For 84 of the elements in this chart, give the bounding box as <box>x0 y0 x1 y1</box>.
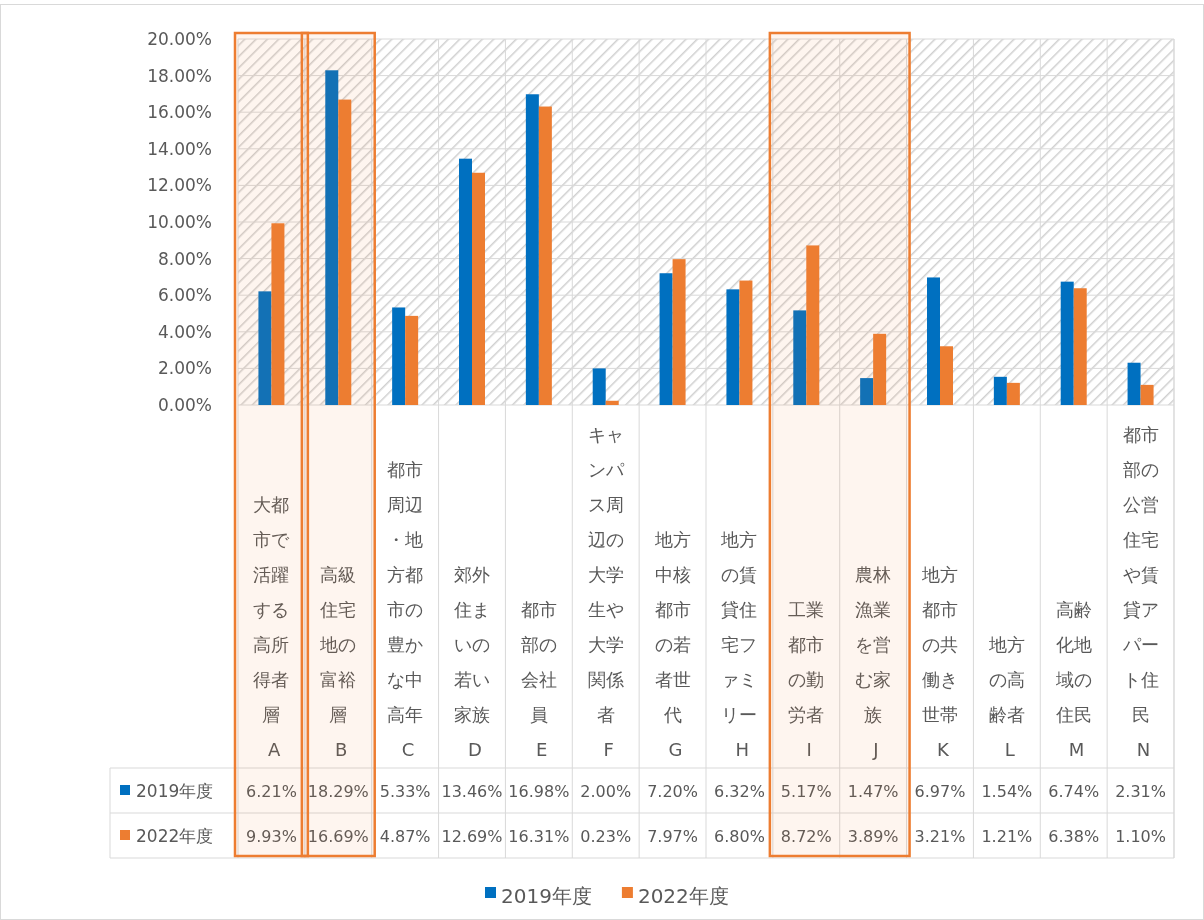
data-label: 13.46% <box>441 782 503 801</box>
data-label: 3.21% <box>914 827 966 846</box>
category-label: キャンパス周辺の大学生や大学関係者 F <box>587 424 624 760</box>
bar <box>672 259 686 405</box>
bar <box>1140 384 1154 405</box>
data-label: 0.23% <box>580 827 632 846</box>
x-tick-label: 高級住宅地の富裕層 B <box>319 564 357 760</box>
data-label: 16.69% <box>307 827 369 846</box>
data-label: 6.97% <box>914 782 966 801</box>
data-label: 9.93% <box>246 827 297 846</box>
data-label: 1.10% <box>1115 827 1166 846</box>
category-label: 都市周辺・地方都市の豊かな中高年 C <box>387 459 424 760</box>
y-tick-label: 4.00% <box>157 321 212 342</box>
y-tick-label: 8.00% <box>157 248 212 269</box>
data-label: 7.20% <box>647 782 698 801</box>
data-label: 1.47% <box>847 782 899 801</box>
data-label: 1.54% <box>981 782 1033 801</box>
bar <box>1060 281 1074 405</box>
x-tick-label: 大都市で活躍する高所得者層 A <box>253 494 291 760</box>
legend-label: 2022年度 <box>136 826 214 846</box>
bar <box>392 307 406 405</box>
x-tick-label: 地方の賃貸住宅ファミリー H <box>720 529 758 760</box>
bar <box>338 99 352 405</box>
bar <box>927 277 940 405</box>
bar <box>726 289 740 405</box>
bar <box>1127 362 1141 405</box>
bar <box>271 223 285 405</box>
bar <box>940 346 953 405</box>
data-label: 7.97% <box>647 827 698 846</box>
bar <box>1006 382 1020 405</box>
data-label: 3.89% <box>847 827 899 846</box>
bar <box>993 376 1007 405</box>
x-tick-label: 地方中核都市の若者世代 G <box>653 529 691 760</box>
bar <box>605 400 619 405</box>
legend-label: 2019年度 <box>136 781 214 801</box>
data-label: 1.21% <box>981 827 1033 846</box>
bar <box>325 70 339 405</box>
data-label: 12.69% <box>441 827 503 846</box>
data-label: 16.98% <box>508 782 570 801</box>
data-label: 4.87% <box>379 827 431 846</box>
y-tick-label: 16.00% <box>147 102 212 123</box>
data-label: 2.00% <box>580 782 632 801</box>
bar <box>525 94 539 405</box>
x-tick-label: 都市部の会社員 E <box>520 599 557 760</box>
data-label: 8.72% <box>780 827 832 846</box>
bar <box>592 368 606 405</box>
category-label: 都市部の公営住宅や賃貸アパート住民 N <box>1122 424 1159 760</box>
bar <box>659 273 673 405</box>
bar <box>459 158 472 405</box>
y-tick-label: 20.00% <box>147 29 212 49</box>
data-label: 6.80% <box>714 827 765 846</box>
data-label: 18.29% <box>307 782 369 801</box>
bar <box>739 280 753 405</box>
y-tick-label: 2.00% <box>157 358 212 379</box>
y-tick-label: 6.00% <box>157 285 212 306</box>
bar <box>258 291 272 405</box>
x-tick-label: 郊外住まいの若い家族 D <box>453 564 490 760</box>
data-label: 6.21% <box>246 782 297 801</box>
data-label: 6.32% <box>714 782 765 801</box>
data-label: 6.74% <box>1048 782 1100 801</box>
legend: 2019年度 2022年度 <box>485 884 729 908</box>
x-tick-label: 農林漁業を営む家族 J <box>855 564 892 760</box>
y-tick-label: 18.00% <box>147 65 212 86</box>
data-label: 2.31% <box>1115 782 1166 801</box>
bar <box>472 172 485 405</box>
data-label: 6.38% <box>1048 827 1100 846</box>
y-tick-label: 12.00% <box>147 175 212 196</box>
bar <box>405 315 419 405</box>
bar <box>1073 288 1087 405</box>
y-tick-label: 14.00% <box>147 138 212 159</box>
bar <box>538 106 552 405</box>
y-tick-label: 10.00% <box>147 212 212 232</box>
data-label: 5.17% <box>780 782 832 801</box>
bar <box>860 378 874 405</box>
bar <box>793 310 807 405</box>
y-tick-label: 0.00% <box>157 395 212 415</box>
data-label: 16.31% <box>508 827 570 846</box>
bar <box>873 333 887 405</box>
x-tick-label: 地方都市の共働き世帯 K <box>921 564 958 760</box>
x-tick-label: 工業都市の勤労者 I <box>788 599 825 760</box>
x-tick-label: 地方の高齢者 L <box>987 634 1025 760</box>
data-label: 5.33% <box>379 782 431 801</box>
bar <box>806 245 820 405</box>
x-tick-label: 高齢化地域の住民 M <box>1054 599 1092 760</box>
